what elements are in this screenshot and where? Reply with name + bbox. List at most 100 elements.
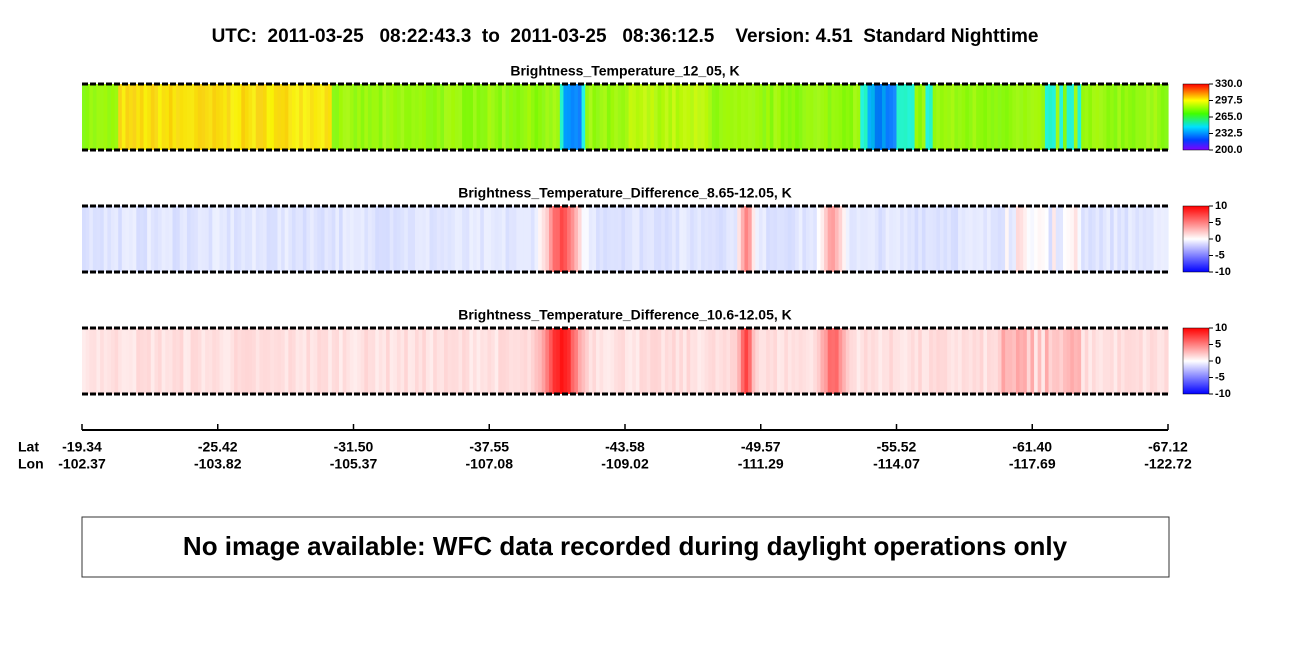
image-strip xyxy=(483,206,489,272)
image-strip xyxy=(958,328,963,394)
image-strip xyxy=(1095,206,1100,272)
image-strip xyxy=(777,328,782,394)
image-strip xyxy=(697,328,702,394)
image-strip xyxy=(795,328,800,394)
image-strip xyxy=(885,328,890,394)
image-strip xyxy=(1117,206,1122,272)
image-strip xyxy=(1084,328,1089,394)
image-strip xyxy=(831,328,836,394)
image-strip xyxy=(842,84,847,150)
image-strip xyxy=(903,84,908,150)
image-strip xyxy=(469,84,474,150)
image-strip xyxy=(545,206,550,272)
image-strip xyxy=(226,328,232,394)
image-strip xyxy=(288,84,293,150)
image-strip xyxy=(190,84,195,150)
image-strip xyxy=(205,328,210,394)
image-strip xyxy=(487,84,492,150)
image-strip xyxy=(411,328,416,394)
image-strip xyxy=(339,84,344,150)
image-strip xyxy=(512,328,517,394)
image-strip xyxy=(487,328,492,394)
image-strip xyxy=(813,328,818,394)
image-strip xyxy=(758,328,764,394)
image-strip xyxy=(418,328,423,394)
image-strip xyxy=(987,206,992,272)
image-strip xyxy=(277,84,282,150)
image-strip xyxy=(1102,206,1108,272)
image-strip xyxy=(1015,328,1021,394)
image-strip xyxy=(357,206,362,272)
image-strip xyxy=(1052,206,1057,272)
image-strip xyxy=(85,328,90,394)
colorbar-tick-label: 10 xyxy=(1215,200,1227,212)
image-strip xyxy=(190,328,195,394)
image-strip xyxy=(643,206,648,272)
image-strip xyxy=(726,206,731,272)
image-strip xyxy=(672,206,677,272)
image-strip xyxy=(313,84,318,150)
image-strip xyxy=(480,328,485,394)
image-strip xyxy=(787,206,793,272)
image-strip xyxy=(386,206,391,272)
image-strip xyxy=(252,84,257,150)
image-strip xyxy=(89,84,94,150)
image-strip xyxy=(1160,206,1165,272)
image-strip xyxy=(834,84,840,150)
image-strip xyxy=(291,84,297,150)
image-strip xyxy=(1034,206,1039,272)
image-strip xyxy=(748,328,753,394)
colorbar-tick-label: -5 xyxy=(1215,249,1225,261)
image-strip xyxy=(773,84,778,150)
image-strip xyxy=(849,84,854,150)
image-strip xyxy=(491,84,496,150)
image-strip xyxy=(950,328,956,394)
image-strip xyxy=(197,328,203,394)
image-strip xyxy=(653,84,659,150)
image-strip xyxy=(813,206,818,272)
lon-tick-label: -122.72 xyxy=(1144,456,1192,472)
image-strip xyxy=(1110,328,1115,394)
image-strip xyxy=(447,84,452,150)
image-strip xyxy=(310,328,315,394)
image-strip xyxy=(1113,84,1118,150)
image-strip xyxy=(212,206,217,272)
image-strip xyxy=(1099,206,1104,272)
image-strip xyxy=(1124,206,1129,272)
image-strip xyxy=(393,84,398,150)
image-strip xyxy=(744,328,749,394)
image-strip xyxy=(183,328,188,394)
image-strip xyxy=(400,328,405,394)
image-strip xyxy=(176,84,181,150)
image-strip xyxy=(266,328,271,394)
image-strip xyxy=(798,84,803,150)
image-strip xyxy=(943,84,948,150)
image-strip xyxy=(929,84,934,150)
image-strip xyxy=(795,84,800,150)
image-strip xyxy=(657,328,662,394)
image-strip xyxy=(367,328,373,394)
image-strip xyxy=(925,328,930,394)
image-strip xyxy=(400,206,405,272)
image-strip xyxy=(1128,206,1133,272)
image-strip xyxy=(458,84,463,150)
image-strip xyxy=(976,328,981,394)
image-strip xyxy=(682,328,688,394)
image-strip xyxy=(360,328,365,394)
image-strip xyxy=(614,84,619,150)
image-strip xyxy=(429,84,434,150)
image-strip xyxy=(324,206,329,272)
image-strip xyxy=(158,328,163,394)
image-strip xyxy=(509,206,514,272)
image-strip xyxy=(429,206,434,272)
image-strip xyxy=(516,206,521,272)
image-strip xyxy=(328,206,333,272)
image-strip xyxy=(979,328,984,394)
image-strip xyxy=(375,206,380,272)
image-strip xyxy=(277,206,282,272)
image-strip xyxy=(425,84,431,150)
image-strip xyxy=(295,328,300,394)
image-strip xyxy=(136,206,141,272)
image-strip xyxy=(1019,206,1024,272)
lat-tick-label: -37.55 xyxy=(469,439,509,455)
